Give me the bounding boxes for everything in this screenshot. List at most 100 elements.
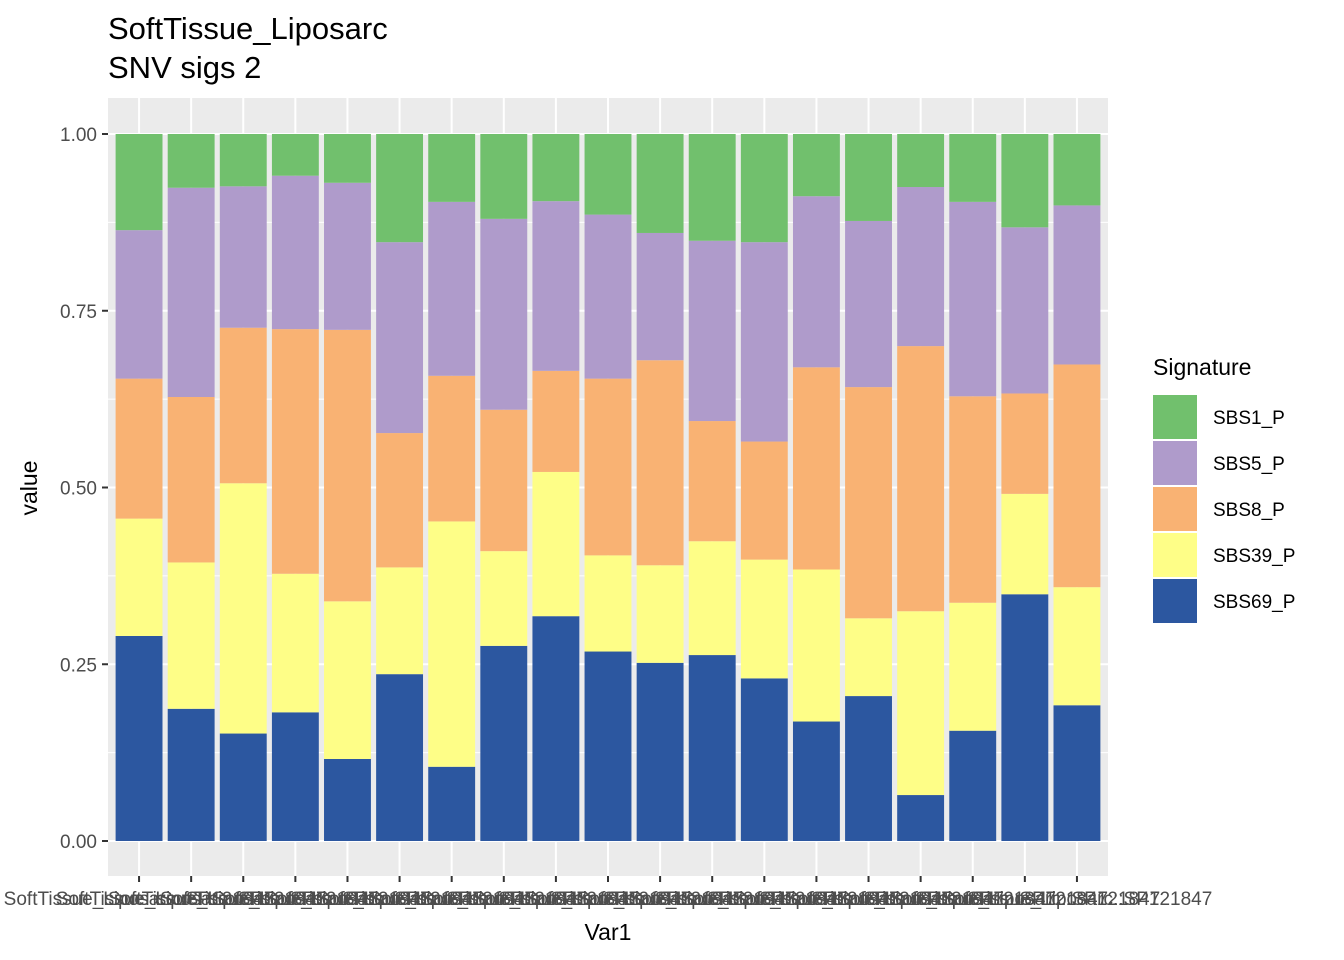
bar-segment-sbs5-p (897, 187, 945, 347)
y-axis-title: value (16, 461, 42, 516)
bar-segment-sbs1-p (1053, 134, 1101, 206)
bar-segment-sbs5-p (636, 232, 684, 361)
bar-segment-sbs39-p (324, 601, 371, 759)
bar-segment-sbs5-p (1053, 205, 1101, 365)
bar-segment-sbs39-p (1053, 587, 1101, 706)
y-tick-label: 0.50 (60, 479, 97, 500)
bar-segment-sbs1-p (324, 134, 371, 183)
bar-segment-sbs69-p (584, 651, 632, 841)
bar-segment-sbs39-p (688, 541, 736, 656)
bar-segment-sbs8-p (115, 378, 163, 519)
bar-segment-sbs39-p (219, 483, 267, 734)
bar-segment-sbs1-p (688, 134, 736, 241)
bar-segment-sbs39-p (584, 555, 632, 652)
bar-segment-sbs69-p (845, 696, 892, 841)
bar-segment-sbs8-p (1001, 393, 1049, 494)
chart-subtitle: SNV sigs 2 (108, 50, 261, 85)
bar-segment-sbs69-p (636, 662, 684, 841)
bar-segment-sbs5-p (584, 214, 632, 379)
x-tick-label: SoftTissue_Liposarc::SP121847 (733, 889, 1004, 910)
bar-segment-sbs1-p (428, 134, 476, 202)
bar-segment-sbs8-p (324, 329, 371, 602)
x-tick-label: SoftTissue_Liposarc::SP121847 (629, 889, 900, 910)
bar-segment-sbs1-p (949, 134, 997, 202)
bar-segment-sbs5-p (532, 201, 580, 371)
bar-segment-sbs39-p (115, 518, 163, 636)
bar-segment-sbs69-p (688, 655, 736, 841)
bar-segment-sbs5-p (428, 201, 476, 376)
bar-segment-sbs39-p (376, 567, 424, 675)
bar-segment-sbs8-p (792, 367, 840, 570)
x-tick-label: SoftTissue_Liposarc::SP121847 (4, 889, 275, 910)
bar-segment-sbs5-p (1001, 227, 1049, 394)
legend-key-sbs69-p (1153, 579, 1197, 623)
bar-segment-sbs8-p (845, 387, 892, 619)
bar-segment-sbs69-p (740, 678, 788, 841)
bar-segment-sbs69-p (792, 721, 840, 841)
bar-segment-sbs5-p (324, 182, 371, 330)
bar-segment-sbs69-p (428, 766, 476, 841)
bar-segment-sbs8-p (532, 370, 580, 472)
bar-segment-sbs1-p (271, 134, 319, 176)
bar-segment-sbs8-p (167, 397, 215, 563)
legend-label: SBS5_P (1213, 454, 1285, 475)
bar-segment-sbs69-p (532, 616, 580, 841)
bar-segment-sbs39-p (271, 573, 319, 713)
bar-segment-sbs1-p (740, 134, 788, 243)
bar-segment-sbs8-p (271, 329, 319, 574)
y-tick-label: 0.75 (60, 302, 97, 323)
legend-key-sbs5-p (1153, 441, 1197, 485)
x-tick-label: SoftTissue_Liposarc::SP121847 (264, 889, 535, 910)
x-tick-label: SoftTissue_Liposarc::SP121847 (942, 889, 1213, 910)
bar-segment-sbs8-p (897, 346, 945, 612)
bar-segment-sbs39-p (740, 559, 788, 679)
legend: SBS1_P SBS5_P SBS8_P SBS39_P SBS69_P (1153, 395, 1295, 623)
x-tick-label: SoftTissue_Liposarc::SP121847 (889, 889, 1160, 910)
x-tick-label: SoftTissue_Liposarc::SP121847 (108, 889, 379, 910)
bar-segment-sbs1-p (845, 134, 892, 221)
legend-label: SBS39_P (1213, 546, 1295, 567)
bar-segment-sbs8-p (636, 360, 684, 566)
legend-key-sbs39-p (1153, 533, 1197, 577)
bar-segment-sbs8-p (1053, 364, 1101, 588)
x-tick-label: SoftTissue_Liposarc::SP121847 (525, 889, 796, 910)
bar-segment-sbs1-p (1001, 134, 1049, 228)
bar-segment-sbs39-p (949, 602, 997, 731)
bar-segment-sbs69-p (949, 730, 997, 841)
bar-segment-sbs5-p (949, 201, 997, 397)
bar-segment-sbs5-p (115, 230, 163, 379)
bar-segment-sbs39-p (1001, 493, 1049, 595)
x-tick-label: SoftTissue_Liposarc::SP121847 (681, 889, 952, 910)
bar-segment-sbs39-p (636, 565, 684, 663)
legend-label: SBS69_P (1213, 592, 1295, 613)
x-tick-label: SoftTissue_Liposarc::SP121847 (421, 889, 692, 910)
bar-segment-sbs1-p (376, 134, 424, 243)
bar-segment-sbs39-p (792, 569, 840, 722)
bar-segment-sbs5-p (480, 218, 528, 410)
bar-segment-sbs1-p (532, 134, 580, 202)
bar-segment-sbs5-p (688, 240, 736, 422)
bar-segment-sbs69-p (167, 708, 215, 841)
bar-segment-sbs8-p (740, 441, 788, 560)
y-tick-label: 1.00 (60, 125, 97, 146)
bar-segment-sbs39-p (167, 562, 215, 709)
bar-segment-sbs69-p (480, 645, 528, 841)
bar-segment-sbs69-p (1001, 594, 1049, 841)
bar-segment-sbs5-p (845, 220, 892, 388)
bar-segment-sbs1-p (219, 134, 267, 187)
x-tick-label: SoftTissue_Liposarc::SP121847 (837, 889, 1108, 910)
bar-segment-sbs69-p (324, 758, 371, 841)
bar-segment-sbs5-p (376, 242, 424, 434)
bar-segment-sbs5-p (740, 242, 788, 442)
legend-label: SBS8_P (1213, 500, 1285, 521)
bar-layer (115, 134, 1101, 841)
bar-segment-sbs69-p (376, 674, 424, 841)
bar-segment-sbs1-p (636, 134, 684, 233)
bar-segment-sbs69-p (115, 635, 163, 841)
bar-segment-sbs39-p (532, 471, 580, 617)
bar-segment-sbs69-p (271, 712, 319, 841)
bar-segment-sbs1-p (167, 134, 215, 188)
bar-segment-sbs39-p (428, 521, 476, 767)
x-tick-label: SoftTissue_Liposarc::SP121847 (368, 889, 639, 910)
x-tick-label: SoftTissue_Liposarc::SP121847 (160, 889, 431, 910)
